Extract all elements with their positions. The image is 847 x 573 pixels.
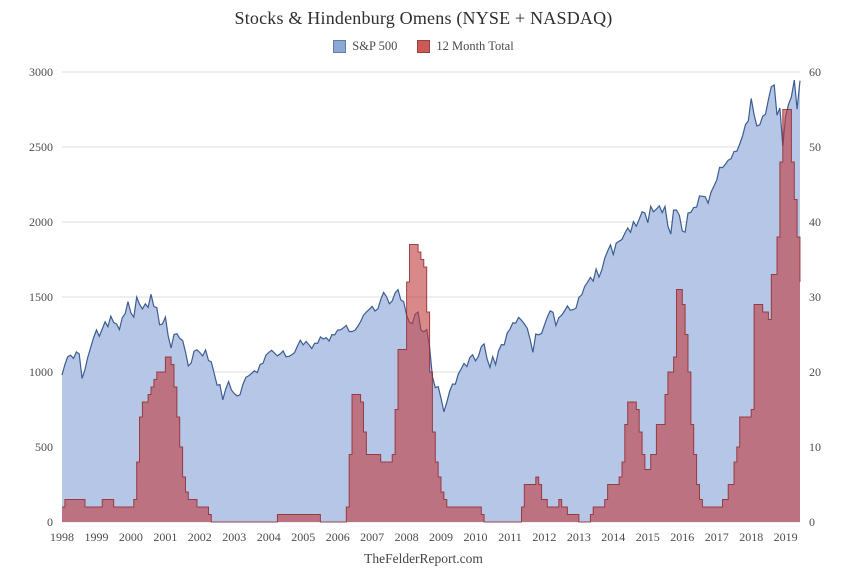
source-text: TheFelderReport.com (364, 551, 483, 566)
y-right-tick-label: 50 (809, 140, 821, 154)
y-right-tick-label: 10 (809, 440, 821, 454)
x-tick-label: 2009 (429, 530, 453, 544)
x-tick-label: 2003 (222, 530, 246, 544)
x-tick-label: 2011 (498, 530, 522, 544)
y-right-tick-label: 60 (809, 65, 821, 79)
legend-label-sp500: S&P 500 (352, 39, 398, 53)
x-tick-label: 2008 (395, 530, 419, 544)
x-tick-label: 1999 (85, 530, 109, 544)
sp500-swatch-icon (333, 40, 347, 53)
y-left-tick-label: 2000 (29, 215, 53, 229)
y-left-tick-label: 2500 (29, 140, 53, 154)
legend-item-sp500: S&P 500 (333, 39, 397, 54)
y-left-tick-label: 1000 (29, 365, 53, 379)
x-tick-label: 2013 (567, 530, 591, 544)
sp500-area (62, 80, 800, 522)
x-tick-label: 2002 (188, 530, 212, 544)
y-left-tick-label: 500 (35, 440, 53, 454)
omens-line (62, 109, 801, 523)
chart-title: Stocks & Hindenburg Omens (NYSE + NASDAQ… (234, 8, 613, 28)
x-tick-label: 2010 (464, 530, 488, 544)
y-left-tick-label: 3000 (29, 65, 53, 79)
x-tick-label: 2004 (257, 530, 281, 544)
y-left-tick-label: 0 (47, 515, 53, 529)
x-tick-label: 2005 (291, 530, 315, 544)
y-left-tick-label: 1500 (29, 290, 53, 304)
x-tick-label: 2012 (532, 530, 556, 544)
legend-label-12-month-total: 12 Month Total (436, 39, 514, 53)
x-tick-label: 2014 (601, 530, 625, 544)
x-tick-label: 2019 (774, 530, 798, 544)
x-tick-label: 2016 (670, 530, 694, 544)
x-tick-label: 2001 (153, 530, 177, 544)
x-tick-label: 1998 (50, 530, 74, 544)
legend-item-12-month-total: 12 Month Total (417, 39, 514, 54)
x-tick-label: 2017 (705, 530, 729, 544)
y-right-tick-label: 20 (809, 365, 821, 379)
x-tick-label: 2000 (119, 530, 143, 544)
y-right-tick-label: 30 (809, 290, 821, 304)
x-tick-label: 2018 (739, 530, 763, 544)
chart-legend: S&P 500 12 Month Total (0, 39, 847, 54)
y-right-tick-label: 40 (809, 215, 821, 229)
omens-area (62, 109, 800, 522)
x-tick-label: 2015 (636, 530, 660, 544)
omens-swatch-icon (417, 40, 431, 53)
x-tick-label: 2006 (326, 530, 350, 544)
sp500-line (61, 79, 801, 412)
x-tick-label: 2007 (360, 530, 384, 544)
y-right-tick-label: 0 (809, 515, 815, 529)
